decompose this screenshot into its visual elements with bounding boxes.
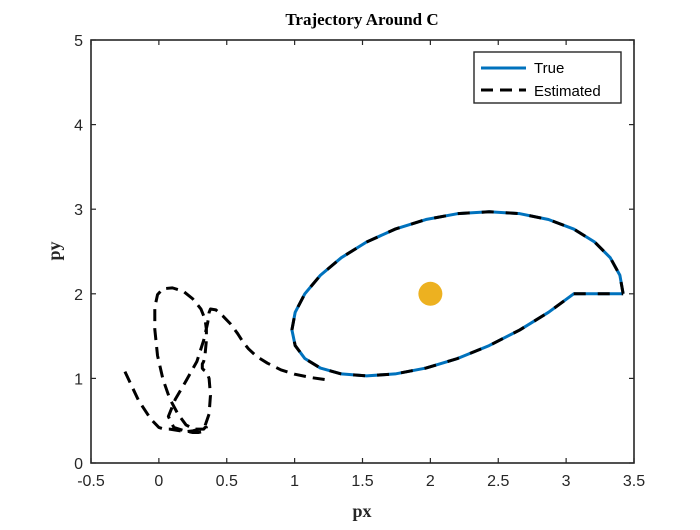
series-estimated-line xyxy=(123,286,329,435)
legend-estimated-label: Estimated xyxy=(534,83,601,100)
legend-box xyxy=(473,51,622,104)
x-axis-label: px xyxy=(352,501,371,521)
x-tick-label: 0.5 xyxy=(216,473,238,490)
y-tick-label: 5 xyxy=(74,33,83,50)
y-tick-label: 1 xyxy=(74,371,83,388)
plot-area xyxy=(123,210,625,435)
x-tick-label: 0 xyxy=(154,473,163,490)
y-axis-label: py xyxy=(44,241,64,260)
y-tick-label: 3 xyxy=(74,202,83,219)
axes-box xyxy=(90,39,635,464)
plot-background xyxy=(91,40,634,463)
y-tick-label: 0 xyxy=(74,456,83,473)
x-axis-ticks: -0.5 0 0.5 1 1.5 2 2.5 3 3.5 xyxy=(77,40,645,490)
x-tick-label: -0.5 xyxy=(77,473,105,490)
y-tick-label: 2 xyxy=(74,287,83,304)
x-tick-label: 3 xyxy=(562,473,571,490)
center-marker-point xyxy=(418,281,443,306)
y-tick-label: 4 xyxy=(74,118,83,135)
x-tick-label: 2 xyxy=(426,473,435,490)
series-estimated-overlay xyxy=(290,210,625,378)
chart-title: Trajectory Around C xyxy=(285,10,438,29)
x-tick-label: 3.5 xyxy=(623,473,645,490)
legend-true-label: True xyxy=(534,60,564,77)
legend: True Estimated xyxy=(473,51,622,104)
x-tick-label: 2.5 xyxy=(487,473,509,490)
x-tick-label: 1.5 xyxy=(351,473,373,490)
y-axis-ticks: 0 1 2 3 4 5 xyxy=(74,33,634,473)
x-tick-label: 1 xyxy=(290,473,299,490)
